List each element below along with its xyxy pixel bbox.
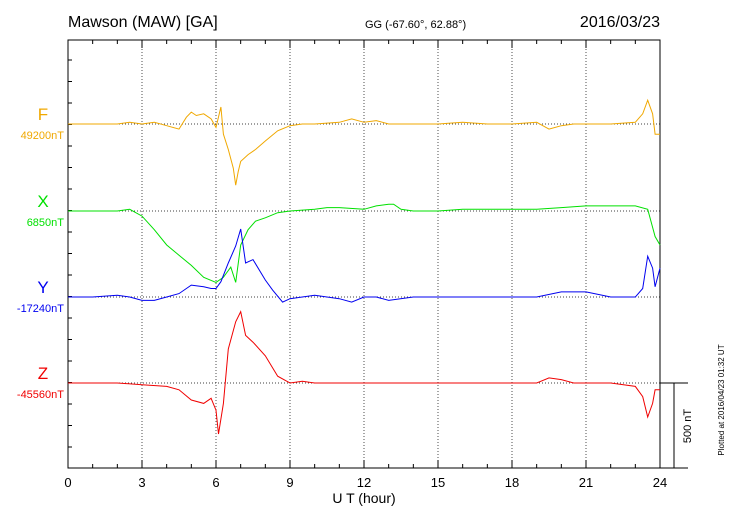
series-labels: F 49200nT X 6850nT Y -17240nT Z -45560nT — [17, 105, 64, 401]
series-name-f: F — [38, 105, 48, 124]
baseline-value-x: 6850nT — [27, 217, 65, 229]
x-tick-label: 3 — [138, 475, 145, 490]
plotted-at-note: Plotted at 2016/04/23 01:32 UT — [717, 344, 726, 455]
station-title: Mawson (MAW) [GA] — [68, 14, 218, 31]
series-name-y: Y — [37, 278, 48, 297]
coordinates-label: GG (-67.60°, 62.88°) — [365, 19, 466, 31]
x-tick-label: 9 — [286, 475, 293, 490]
baseline-value-f: 49200nT — [21, 130, 65, 142]
x-tick-label: 21 — [579, 475, 593, 490]
series-line-z — [68, 310, 660, 435]
grid-lines — [68, 40, 660, 468]
x-tick-label: 18 — [505, 475, 519, 490]
series-line-f — [68, 98, 660, 186]
x-tick-label: 0 — [64, 475, 71, 490]
x-axis-label: U T (hour) — [332, 490, 395, 506]
baseline-value-z: -45560nT — [17, 389, 64, 401]
scale-label: 500 nT — [682, 409, 694, 444]
series-group — [68, 98, 661, 435]
x-tick-label: 24 — [653, 475, 667, 490]
x-tick-label: 15 — [431, 475, 445, 490]
series-name-x: X — [37, 192, 48, 211]
date-label: 2016/03/23 — [580, 14, 660, 31]
scale-bar — [660, 382, 688, 469]
series-name-z: Z — [38, 364, 48, 383]
axis-ticks: 0 3 6 9 12 15 18 21 24 — [64, 40, 667, 490]
x-tick-label: 12 — [357, 475, 371, 490]
series-line-x — [68, 203, 661, 283]
baseline-value-y: -17240nT — [17, 303, 64, 315]
series-line-y — [68, 228, 661, 303]
x-tick-label: 6 — [212, 475, 219, 490]
